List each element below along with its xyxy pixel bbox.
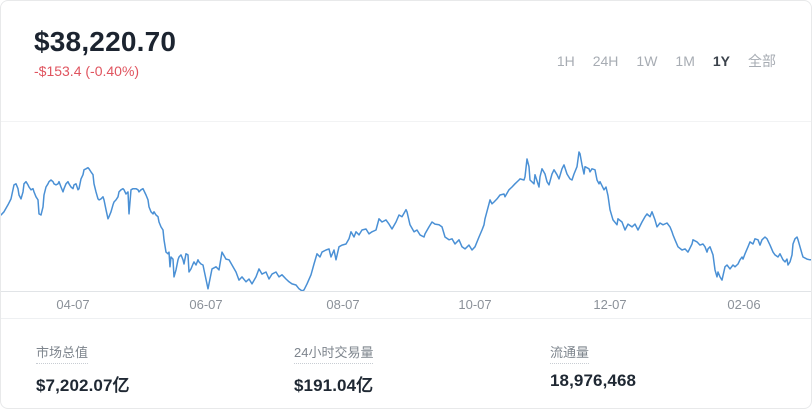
- range-tab-1h[interactable]: 1H: [556, 53, 575, 69]
- range-tab-1y[interactable]: 1Y: [712, 53, 730, 69]
- stat-market-cap-value: $7,202.07亿: [36, 376, 130, 395]
- stat-24h-volume-label[interactable]: 24小时交易量: [294, 342, 374, 364]
- range-tab-24h[interactable]: 24H: [592, 53, 619, 69]
- stats-row: 市场总值 $7,202.07亿 24小时交易量 $191.04亿 流通量 18,…: [1, 318, 811, 408]
- chart-header: $38,220.70 -$153.4 (-0.40%) 1H 24H 1W 1M…: [1, 1, 811, 121]
- range-tabs: 1H 24H 1W 1M 1Y 全部: [557, 53, 776, 70]
- x-tick-label: 10-07: [458, 297, 492, 312]
- stat-market-cap: 市场总值 $7,202.07亿: [36, 342, 294, 408]
- price-line-svg: [1, 151, 811, 292]
- x-tick-label: 06-07: [189, 297, 223, 312]
- x-tick-label: 12-07: [593, 297, 627, 312]
- price-change: -$153.4 (-0.40%): [34, 63, 140, 79]
- x-tick-label: 04-07: [56, 297, 90, 312]
- price-chart-plot[interactable]: [1, 121, 811, 292]
- stat-circulating-supply-label[interactable]: 流通量: [550, 342, 590, 364]
- stat-circulating-supply-value: 18,976,468: [550, 371, 637, 390]
- x-tick-label: 02-06: [727, 297, 761, 312]
- stat-24h-volume: 24小时交易量 $191.04亿: [294, 342, 550, 408]
- range-tab-1w[interactable]: 1W: [636, 53, 658, 69]
- x-axis: 04-07 06-07 08-07 10-07 12-07 02-06: [1, 291, 811, 318]
- current-price: $38,220.70: [34, 26, 177, 57]
- range-tab-1m[interactable]: 1M: [675, 53, 695, 69]
- price-block: $38,220.70 -$153.4 (-0.40%): [34, 25, 176, 79]
- x-tick-label: 08-07: [326, 297, 360, 312]
- price-line: [1, 151, 811, 292]
- stat-market-cap-label[interactable]: 市场总值: [36, 342, 89, 364]
- range-tab-all[interactable]: 全部: [748, 53, 776, 69]
- stat-circulating-supply: 流通量 18,976,468: [550, 342, 811, 408]
- stat-24h-volume-value: $191.04亿: [294, 376, 374, 395]
